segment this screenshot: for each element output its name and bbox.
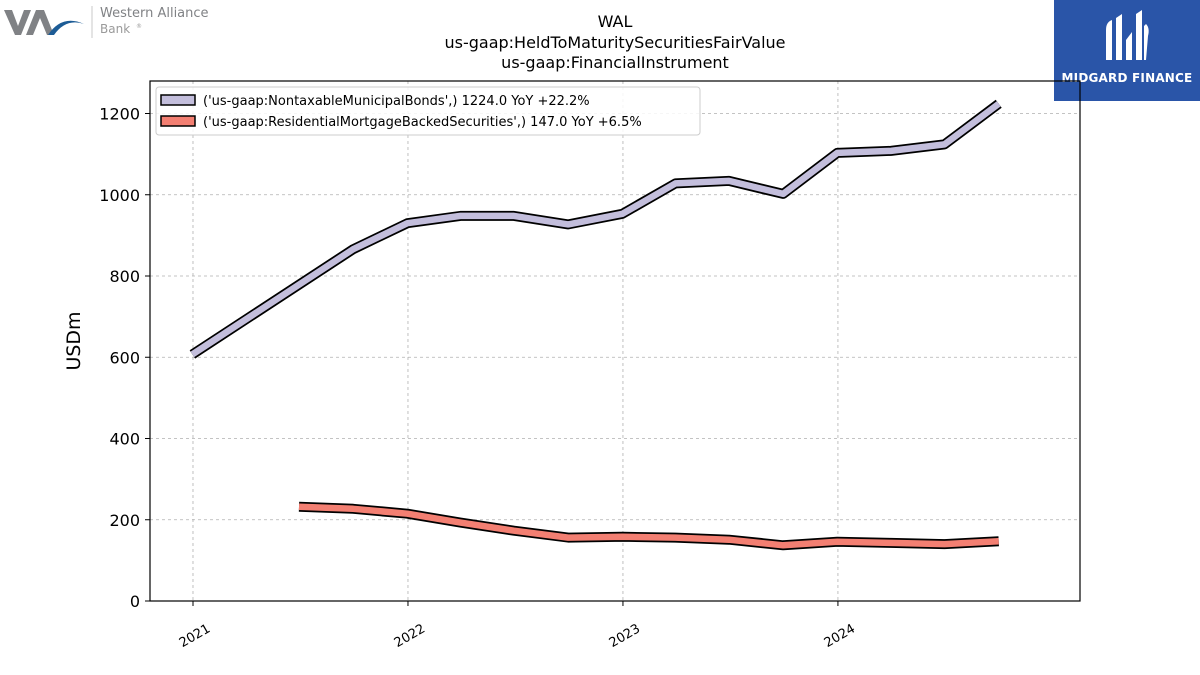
y-tick-label: 400 — [109, 430, 140, 449]
chart-subtitle-line-1: us-gaap:HeldToMaturitySecuritiesFairValu… — [444, 33, 785, 52]
legend-swatch-series-1 — [160, 94, 196, 106]
series-1-outline — [189, 99, 1002, 359]
y-axis: 0 200 400 600 800 1000 1200 — [99, 105, 150, 611]
plot-frame — [149, 80, 1081, 602]
left-logo-line1: Western Alliance — [100, 6, 209, 21]
legend-swatch-series-2 — [160, 115, 196, 127]
series-2-line — [298, 503, 999, 549]
midgard-finance-logo: MIDGARD FINANCE — [1054, 0, 1200, 101]
chart-subtitle-line-2: us-gaap:FinancialInstrument — [501, 53, 729, 72]
y-tick-label: 200 — [109, 511, 140, 530]
legend-label-series-2: ('us-gaap:ResidentialMortgageBackedSecur… — [203, 115, 642, 130]
y-tick-label: 800 — [109, 267, 140, 286]
series-1-line — [190, 101, 1001, 358]
western-alliance-logo: Western Alliance Bank ® — [4, 6, 209, 38]
legend-label-series-1: ('us-gaap:NontaxableMunicipalBonds',) 12… — [203, 94, 590, 109]
x-tick-label: 2022 — [392, 621, 428, 651]
grid — [150, 81, 1080, 601]
midgard-mark-icon — [1106, 10, 1149, 60]
y-tick-label: 600 — [109, 348, 140, 367]
chart-titles: WAL us-gaap:HeldToMaturitySecuritiesFair… — [444, 12, 785, 72]
y-tick-label: 0 — [130, 592, 140, 611]
x-axis: 2021 2022 2023 2024 — [177, 601, 858, 651]
legend-frame — [155, 86, 701, 136]
series-layer — [189, 99, 1002, 551]
x-tick-label: 2023 — [607, 621, 643, 651]
midgard-finance-text: MIDGARD FINANCE — [1061, 71, 1193, 85]
chart-title: WAL — [598, 12, 633, 31]
left-logo-registered: ® — [136, 23, 142, 30]
wa-mark-icon — [4, 10, 84, 35]
y-axis-label: USDm — [63, 311, 85, 370]
x-tick-label: 2021 — [177, 621, 213, 651]
legend: ('us-gaap:NontaxableMunicipalBonds',) 12… — [155, 86, 701, 136]
left-logo-line2: Bank — [100, 22, 130, 36]
y-tick-label: 1200 — [99, 105, 140, 124]
x-tick-label: 2024 — [822, 621, 858, 651]
y-tick-label: 1000 — [99, 186, 140, 205]
